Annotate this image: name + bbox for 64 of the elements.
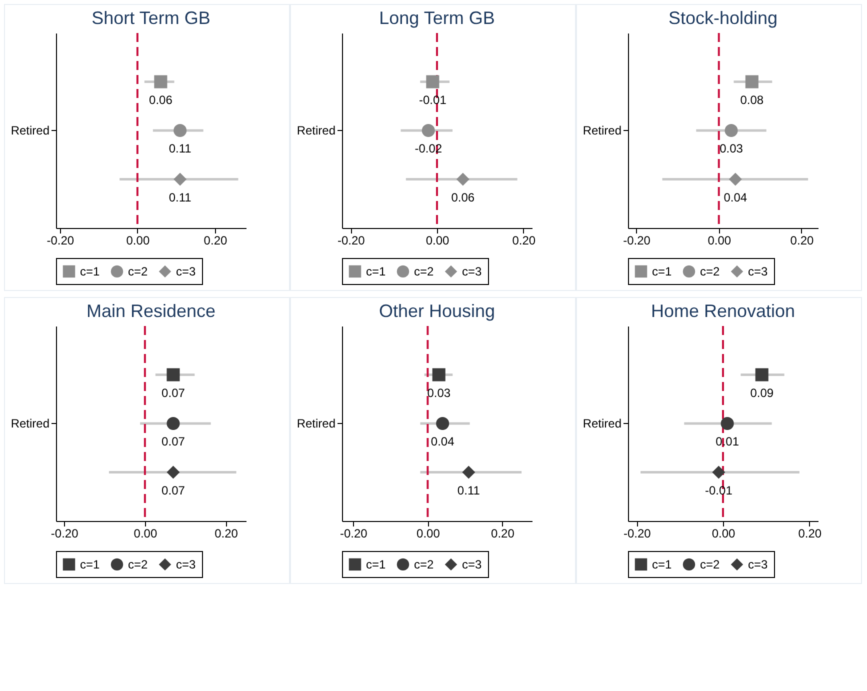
legend-label: c=3: [176, 264, 196, 278]
chart-title: Short Term GB: [92, 8, 210, 28]
data-label: 0.09: [750, 386, 774, 400]
x-tick-label: 0.20: [214, 526, 238, 540]
x-tick-label: 0.00: [134, 526, 158, 540]
legend-label: c=1: [652, 264, 672, 278]
chart-title: Other Housing: [378, 301, 496, 321]
data-label: 0.03: [720, 142, 744, 156]
data-label: 0.06: [451, 190, 475, 204]
x-tick-label: 0.00: [416, 526, 440, 540]
chart-title: Main Residence: [86, 301, 216, 321]
data-label: -0.01: [705, 483, 733, 498]
x-tick-label: 0.20: [798, 526, 822, 540]
data-label: 0.07: [162, 483, 186, 498]
legend-label: c=2: [414, 264, 434, 278]
y-tick-label: Retired: [10, 124, 50, 138]
y-tick-label: Retired: [296, 416, 336, 430]
data-label: 0.04: [724, 190, 748, 204]
x-tick-label: -0.20: [623, 234, 651, 248]
x-tick-label: -0.20: [46, 234, 74, 248]
legend-label: c=3: [748, 557, 768, 572]
legend-label: c=1: [652, 557, 672, 572]
data-label: 0.06: [149, 92, 173, 107]
y-tick-label: Retired: [296, 124, 336, 138]
legend-label: c=2: [700, 557, 720, 572]
legend-label: c=3: [462, 557, 482, 572]
data-label: 0.11: [168, 190, 192, 204]
data-label: 0.07: [162, 434, 186, 448]
y-tick-label: Retired: [582, 124, 622, 138]
x-tick-label: 0.20: [491, 526, 515, 540]
legend-label: c=1: [366, 264, 386, 278]
legend-label: c=2: [128, 264, 148, 278]
x-tick-label: 0.00: [126, 234, 150, 248]
x-tick-label: -0.20: [337, 234, 366, 248]
x-tick-label: 0.20: [512, 234, 536, 248]
chart-title: Home Renovation: [650, 301, 796, 321]
legend-label: c=1: [366, 557, 386, 572]
legend-label: c=3: [176, 557, 196, 572]
legend-label: c=2: [414, 557, 434, 572]
legend-label: c=1: [80, 557, 100, 572]
data-label: 0.08: [740, 92, 764, 107]
chart-title: Stock-holding: [668, 8, 778, 28]
y-tick-label: Retired: [10, 416, 50, 430]
x-tick-label: 0.00: [712, 526, 736, 540]
data-label: 0.11: [168, 142, 192, 156]
x-tick-label: 0.00: [426, 234, 450, 248]
x-tick-label: -0.20: [50, 526, 79, 540]
data-label: 0.03: [427, 386, 451, 400]
y-tick-label: Retired: [582, 416, 622, 430]
legend-label: c=2: [128, 557, 148, 572]
legend-label: c=1: [80, 264, 100, 278]
x-tick-label: 0.20: [790, 234, 814, 248]
x-tick-label: -0.20: [340, 526, 368, 540]
legend-label: c=2: [700, 264, 720, 278]
x-tick-label: 0.00: [708, 234, 732, 248]
data-label: 0.04: [430, 434, 455, 448]
x-tick-label: 0.20: [204, 234, 228, 248]
data-label: 0.07: [162, 386, 186, 400]
legend-label: c=3: [462, 264, 482, 278]
data-label: 0.11: [457, 483, 480, 498]
legend-label: c=3: [748, 264, 768, 278]
chart-title: Long Term GB: [379, 8, 495, 28]
data-label: -0.01: [419, 92, 447, 107]
x-tick-label: -0.20: [623, 526, 652, 540]
